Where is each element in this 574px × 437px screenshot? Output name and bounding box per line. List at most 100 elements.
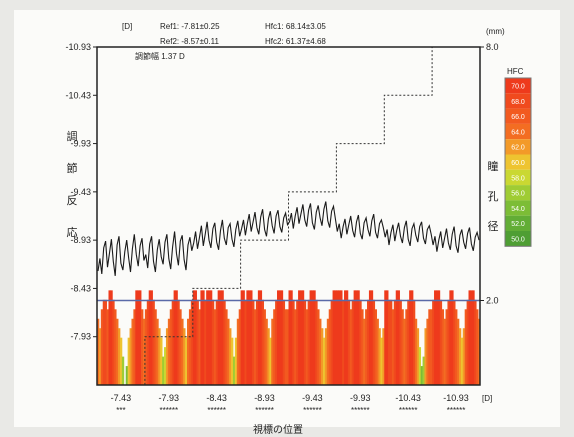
- hfc-bar: [282, 299, 286, 385]
- left-unit-label: [D]: [122, 22, 132, 31]
- hfc-bar: [447, 299, 450, 385]
- y-right-title-char: 孔: [488, 190, 499, 203]
- y-left-tick-label: -7.93: [70, 332, 91, 342]
- hfc-bar: [146, 299, 150, 385]
- x-axis: -7.43 *** -7.93 ****** -8.43 ****** -8.93 *****…: [111, 393, 469, 415]
- x-tick-marker: ******: [207, 406, 226, 415]
- hfc-bar: [455, 309, 458, 385]
- legend-swatch: [505, 78, 531, 94]
- y-left-title-char: 応: [67, 225, 78, 239]
- hfc-bar: [470, 290, 473, 385]
- hfc-bar: [248, 290, 251, 385]
- x-tick-label: -8.93: [254, 393, 275, 403]
- hfc-bar: [405, 309, 408, 385]
- legend-swatch: [505, 200, 531, 216]
- hfc-bar: [129, 328, 132, 385]
- hfc-bar: [299, 290, 303, 385]
- hfc-bar: [208, 290, 211, 385]
- hfc-bar: [221, 290, 224, 385]
- y-left-tick-label: -10.93: [65, 42, 91, 52]
- legend-entry: 50.0: [511, 237, 525, 244]
- legend-entry: 60.0: [511, 160, 525, 167]
- hfc-bar: [167, 318, 171, 385]
- hfc-bar: [215, 299, 219, 385]
- hfc-bar: [328, 309, 332, 385]
- hfc-bar: [390, 299, 393, 385]
- hfc-bar: [190, 299, 194, 385]
- legend-swatch: [505, 215, 531, 231]
- hfc-bar: [407, 299, 410, 385]
- hfc-bar: [401, 309, 404, 385]
- x-tick-label: -8.43: [206, 393, 227, 403]
- hfc-bar: [139, 290, 142, 385]
- hfc-bar: [162, 356, 165, 385]
- target-step-path: [97, 46, 480, 386]
- y-right-axis: 8.0 2.0: [480, 42, 499, 306]
- x-tick-marker: ******: [351, 406, 370, 415]
- legend-entry: 68.0: [511, 99, 525, 106]
- hfc-bar: [432, 299, 435, 385]
- hfc-bar: [265, 318, 268, 385]
- legend-swatch: [505, 231, 531, 247]
- hfc-bar: [294, 309, 297, 385]
- amplitude-label: 調節幅 1.37 D: [135, 51, 185, 61]
- hfc-bar: [326, 318, 330, 385]
- hfc-bar: [154, 309, 157, 385]
- legend-swatch: [505, 139, 531, 155]
- plot-frame: [96, 46, 481, 386]
- hfc-bar: [177, 299, 180, 385]
- hfc-bar: [365, 309, 368, 385]
- hfc-bar: [311, 290, 314, 385]
- hfc-bar: [449, 290, 452, 385]
- legend-swatch: [505, 185, 531, 201]
- hfc-bar: [292, 299, 295, 385]
- hfc-bar: [420, 366, 423, 385]
- hfc-bar: [133, 309, 136, 385]
- accommodation-line: [97, 201, 480, 276]
- hfc-bar: [148, 290, 152, 385]
- y-left-axis: -10.93 -10.43 -9.93 -9.43 -8.93 -8.43 -7.93: [65, 42, 97, 342]
- legend-entry: 58.0: [511, 175, 525, 182]
- hfc-bar: [118, 328, 121, 385]
- hfc-bar: [351, 299, 354, 385]
- hfc-bar: [388, 299, 391, 385]
- hfc-bar: [376, 318, 379, 385]
- hfc-bar: [367, 299, 370, 385]
- hfc-bar: [451, 290, 454, 385]
- hfc-bar: [98, 328, 102, 385]
- hfc-bar: [435, 290, 439, 385]
- hfc-bar: [478, 318, 481, 385]
- hfc-bar: [238, 309, 242, 385]
- x-tick-marker: ******: [399, 406, 418, 415]
- hfc-bar: [173, 290, 176, 385]
- hfc-bar: [192, 290, 196, 385]
- hfc-bar: [334, 290, 337, 385]
- hfc-bar: [116, 318, 119, 385]
- hfc-bar: [278, 290, 282, 385]
- hfc-bar: [142, 318, 146, 385]
- hfc-bar: [342, 299, 345, 385]
- hfc-bar: [298, 290, 301, 385]
- hfc-bar: [125, 366, 129, 385]
- hfc-bar: [324, 328, 328, 385]
- hfc-bar: [409, 290, 412, 385]
- hfc-legend: HFC 70.0 68.0 66.0 64.0 62.0 60.0 58.0 56.0 54.0 5…: [504, 67, 532, 247]
- hfc-bar: [453, 299, 456, 385]
- legend-entry: 64.0: [511, 129, 525, 136]
- hfc-bar: [137, 290, 140, 385]
- hfc-bar: [284, 309, 287, 385]
- hfc-bar: [296, 299, 299, 385]
- hfc-bar: [280, 290, 284, 385]
- hfc-bar: [217, 290, 220, 385]
- hfc-bar: [185, 337, 188, 385]
- hfc-bar: [426, 318, 429, 385]
- y-left-tick-label: -9.93: [70, 139, 91, 149]
- hfc-bar: [171, 299, 174, 385]
- hfc-bar: [127, 337, 130, 385]
- hfc-bar: [194, 290, 197, 385]
- hfc-bar: [254, 309, 257, 385]
- legend-swatch: [505, 123, 531, 140]
- hfc-bar: [418, 347, 422, 385]
- target-steps: [97, 46, 480, 386]
